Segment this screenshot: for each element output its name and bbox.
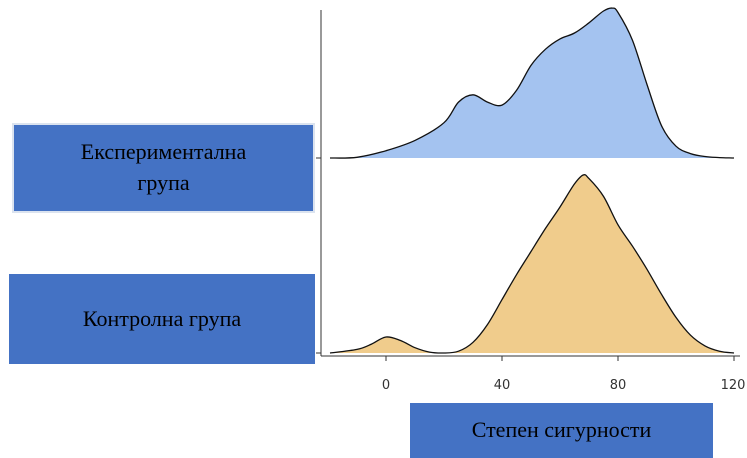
y-ticks-layer xyxy=(316,157,321,354)
series-label-experimental-text: Експериментална група xyxy=(80,139,247,195)
x-tick-label-0: 0 xyxy=(382,378,390,393)
x-axis-title-text: Степен сигурности xyxy=(471,417,652,443)
x-axis-title: Степен сигурности xyxy=(410,403,713,458)
density-area-1 xyxy=(330,174,734,354)
series-label-control: Контролна група xyxy=(9,274,315,364)
x-tick-label-3: 120 xyxy=(721,378,746,393)
ridges-layer xyxy=(329,7,735,354)
density-area-0 xyxy=(330,8,734,159)
series-label-control-text: Контролна група xyxy=(82,305,242,331)
x-tick-label-1: 40 xyxy=(494,378,511,393)
series-label-experimental: Експериментална група xyxy=(12,123,315,213)
density-outline-1 xyxy=(329,174,735,354)
density-outline-0 xyxy=(329,7,735,159)
x-ticks-layer: 0 40 80 120 xyxy=(382,356,746,393)
x-tick-label-2: 80 xyxy=(610,378,627,393)
